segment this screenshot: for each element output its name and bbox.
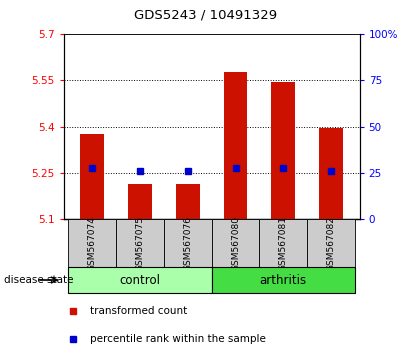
Bar (176, 184, 200, 219)
Bar (164, 219, 212, 267)
Bar (224, 72, 247, 219)
Text: GSM567082: GSM567082 (326, 216, 335, 271)
Bar (212, 267, 355, 293)
Bar (128, 184, 152, 219)
Text: GSM567074: GSM567074 (88, 216, 97, 271)
Bar (69, 219, 116, 267)
Bar (271, 82, 295, 219)
Bar (69, 267, 212, 293)
Text: GDS5243 / 10491329: GDS5243 / 10491329 (134, 9, 277, 22)
Text: percentile rank within the sample: percentile rank within the sample (90, 333, 266, 343)
Text: control: control (120, 274, 161, 286)
Text: GSM567076: GSM567076 (183, 216, 192, 271)
Text: GSM567081: GSM567081 (279, 216, 288, 271)
Text: disease state: disease state (4, 275, 74, 285)
Bar (259, 219, 307, 267)
Text: GSM567075: GSM567075 (136, 216, 145, 271)
Bar (307, 219, 355, 267)
Bar (212, 219, 259, 267)
Bar (81, 134, 104, 219)
Bar (116, 219, 164, 267)
Bar (319, 128, 343, 219)
Text: arthritis: arthritis (260, 274, 307, 286)
Text: GSM567080: GSM567080 (231, 216, 240, 271)
Text: transformed count: transformed count (90, 307, 187, 316)
